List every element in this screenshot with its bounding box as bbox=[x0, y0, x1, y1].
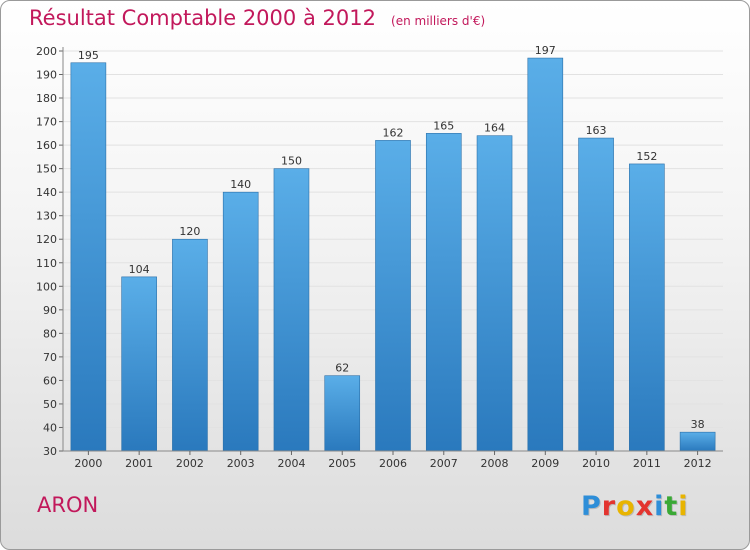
x-tick-label: 2009 bbox=[531, 457, 559, 470]
bar-2010[interactable] bbox=[578, 137, 614, 452]
y-tick-label: 130 bbox=[36, 210, 57, 223]
x-tick-label: 2004 bbox=[277, 457, 305, 470]
y-tick-label: 70 bbox=[43, 351, 57, 364]
bar-value-label: 104 bbox=[129, 263, 150, 276]
bar-2007[interactable] bbox=[425, 133, 462, 452]
x-tick-label: 2000 bbox=[74, 457, 102, 470]
bar-2011[interactable] bbox=[629, 163, 665, 452]
y-tick-label: 40 bbox=[43, 421, 57, 434]
x-tick-label: 2006 bbox=[379, 457, 407, 470]
y-tick-label: 140 bbox=[36, 186, 57, 199]
bar-value-label: 195 bbox=[78, 49, 99, 62]
bar-value-label: 38 bbox=[691, 418, 705, 431]
logo-letter: t bbox=[664, 491, 679, 522]
y-tick-label: 190 bbox=[36, 69, 57, 82]
y-tick-label: 80 bbox=[43, 327, 57, 340]
logo-letter: P bbox=[581, 491, 602, 522]
bar-value-label: 152 bbox=[636, 150, 657, 163]
y-tick-label: 120 bbox=[36, 233, 57, 246]
y-tick-label: 100 bbox=[36, 280, 57, 293]
bar-value-label: 197 bbox=[535, 44, 556, 57]
bar-value-label: 164 bbox=[484, 122, 505, 135]
y-tick-label: 170 bbox=[36, 116, 57, 129]
bar-2005[interactable] bbox=[324, 375, 361, 452]
logo-letter: o bbox=[616, 491, 636, 522]
x-tick-label: 2012 bbox=[684, 457, 712, 470]
bars: 195 104 120 140 150 62 162 165 164 197 163 152 38 bbox=[70, 44, 716, 452]
bar-2006[interactable] bbox=[375, 140, 411, 452]
x-tick-label: 2005 bbox=[328, 457, 356, 470]
x-tick-label: 2010 bbox=[582, 457, 610, 470]
proxiti-logo[interactable]: Proxiti bbox=[581, 491, 689, 522]
bar-2003[interactable] bbox=[222, 191, 259, 452]
chart-title-text: Résultat Comptable 2000 à 2012 bbox=[29, 6, 376, 30]
y-tick-label: 90 bbox=[43, 304, 57, 317]
y-tick-label: 160 bbox=[36, 139, 57, 152]
logo-letter: r bbox=[601, 491, 617, 522]
chart-title: Résultat Comptable 2000 à 2012 (en milli… bbox=[29, 6, 485, 30]
y-tick-label: 50 bbox=[43, 398, 57, 411]
x-tick-label: 2001 bbox=[125, 457, 153, 470]
bar-2001[interactable] bbox=[121, 276, 157, 452]
commune-name: ARON bbox=[37, 493, 99, 517]
bar-value-label: 150 bbox=[281, 155, 302, 168]
y-tick-label: 150 bbox=[36, 163, 57, 176]
x-tick-label: 2003 bbox=[227, 457, 255, 470]
logo-letter: i bbox=[678, 491, 689, 522]
x-tick-label: 2002 bbox=[176, 457, 204, 470]
bar-2000[interactable] bbox=[70, 62, 107, 452]
logo-letter: x bbox=[635, 491, 655, 522]
logo-letter: i bbox=[654, 491, 665, 522]
y-tick-label: 60 bbox=[43, 374, 57, 387]
bar-value-label: 120 bbox=[179, 225, 200, 238]
bar-value-label: 162 bbox=[383, 126, 404, 139]
x-axis: 2000 2001 2002 2003 2004 2005 2006 2007 2008 2009… bbox=[63, 450, 723, 470]
y-tick-label: 180 bbox=[36, 92, 57, 105]
bar-value-label: 165 bbox=[433, 119, 454, 132]
bar-2004[interactable] bbox=[273, 168, 310, 452]
bar-value-label: 163 bbox=[586, 124, 607, 137]
bar-2002[interactable] bbox=[172, 238, 208, 452]
y-axis: 30 40 50 60 70 80 90 100 110 120 130 140 150 160 170 18… bbox=[36, 45, 64, 458]
bar-2012[interactable] bbox=[679, 431, 716, 452]
x-tick-label: 2007 bbox=[430, 457, 458, 470]
bar-value-label: 140 bbox=[230, 178, 251, 191]
x-tick-label: 2008 bbox=[481, 457, 509, 470]
y-tick-label: 110 bbox=[36, 257, 57, 270]
x-tick-label: 2011 bbox=[633, 457, 661, 470]
bar-2008[interactable] bbox=[476, 135, 513, 452]
chart-unit: (en milliers d'€) bbox=[391, 14, 486, 28]
y-tick-label: 30 bbox=[43, 445, 57, 458]
bar-value-label: 62 bbox=[335, 362, 349, 375]
y-tick-label: 200 bbox=[36, 45, 57, 58]
bar-2009[interactable] bbox=[527, 57, 564, 452]
